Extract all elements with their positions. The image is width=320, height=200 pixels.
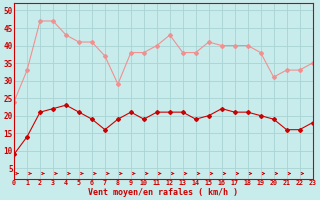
X-axis label: Vent moyen/en rafales ( km/h ): Vent moyen/en rafales ( km/h )	[88, 188, 238, 197]
